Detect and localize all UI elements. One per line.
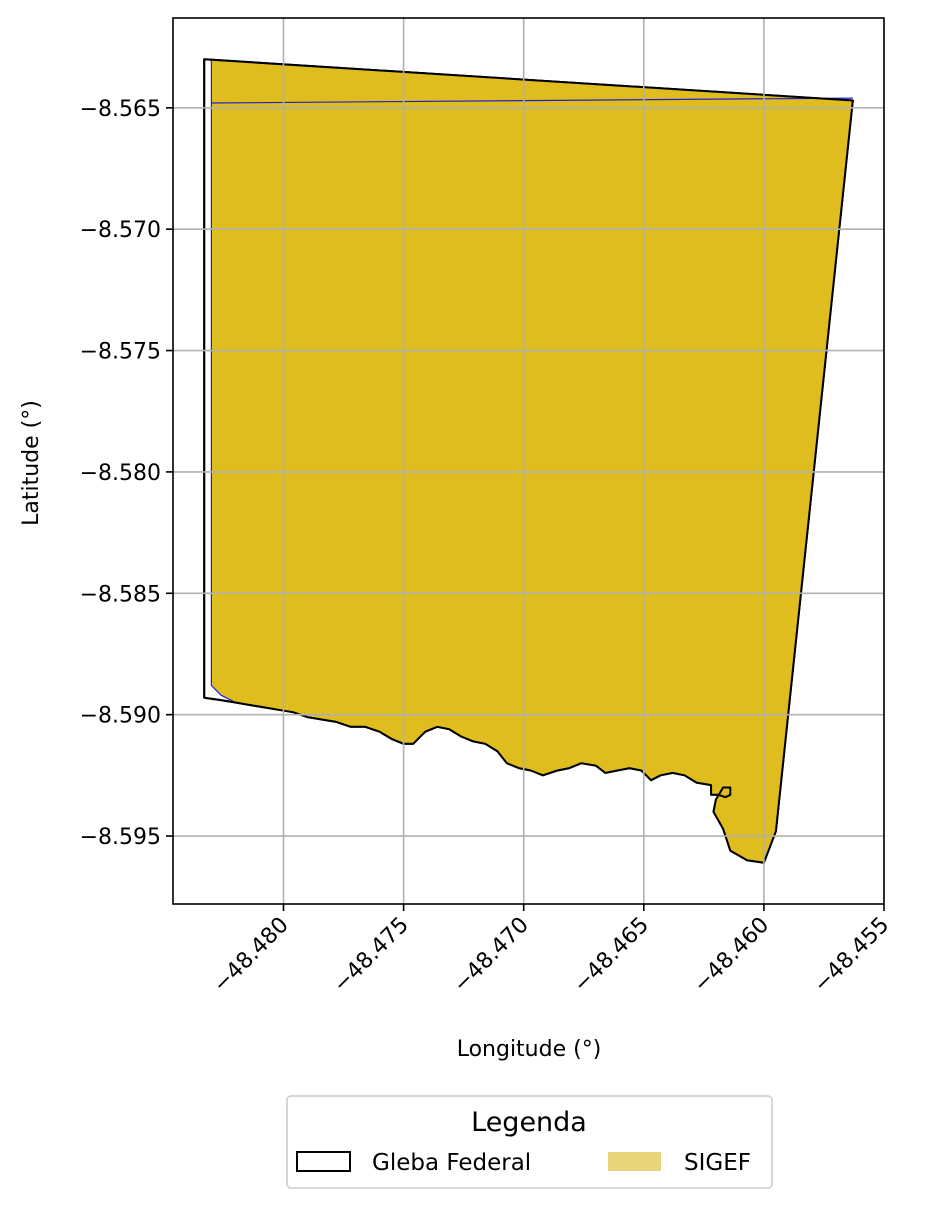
legend: Legenda Gleba Federal SIGEF	[286, 1095, 773, 1189]
y-tick-label: −8.570	[80, 218, 161, 243]
y-tick-label: −8.595	[80, 825, 161, 850]
y-axis-label: Latitude (°)	[19, 400, 44, 526]
legend-label-sigef: SIGEF	[684, 1150, 751, 1176]
grid-layer	[173, 18, 884, 904]
y-tick-label: −8.575	[80, 340, 161, 365]
legend-label-gleba-federal: Gleba Federal	[372, 1150, 531, 1176]
gleba-federal-outline	[203, 58, 854, 864]
y-axis: −8.565 −8.570 −8.575 −8.580 −8.585 −8.590 −8.5…	[80, 97, 173, 850]
legend-swatch-sigef	[608, 1152, 661, 1171]
y-tick-label: −8.590	[80, 704, 161, 729]
x-axis-label: Longitude (°)	[457, 1037, 602, 1062]
y-tick-label: −8.580	[80, 461, 161, 486]
legend-title: Legenda	[471, 1107, 587, 1138]
plot-frame	[172, 17, 885, 905]
legend-swatch-gleba-federal	[296, 1151, 351, 1172]
y-tick-label: −8.585	[80, 582, 161, 607]
y-tick-label: −8.565	[80, 97, 161, 122]
map-layer	[203, 58, 854, 864]
sigef-internal-boundary	[211, 97, 853, 104]
